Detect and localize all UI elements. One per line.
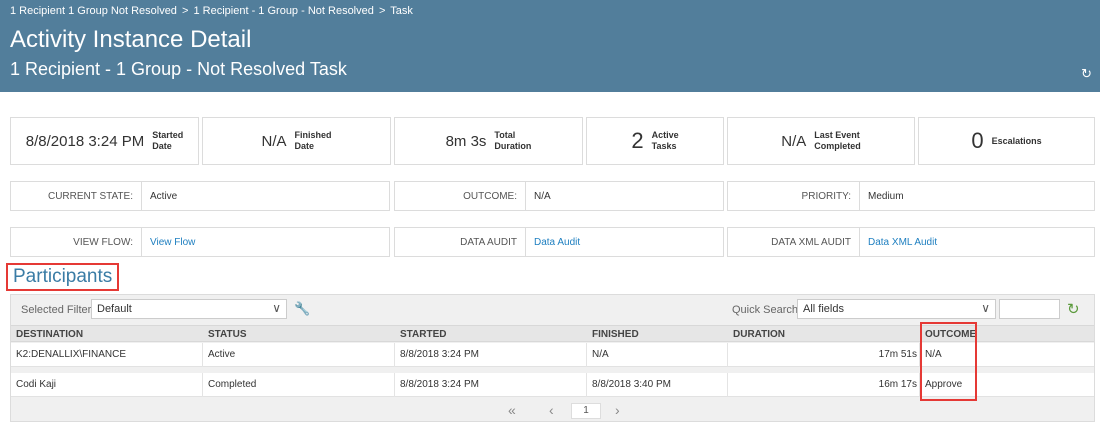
quick-search-value: All fields <box>803 303 844 315</box>
stat-escalations: 0 Escalations <box>918 117 1095 165</box>
grid-column-header: DESTINATION STATUS STARTED FINISHED DURA… <box>11 325 1094 342</box>
column-started[interactable]: STARTED <box>400 329 447 340</box>
stat-value: N/A <box>781 132 807 150</box>
breadcrumb-item-current: Task <box>390 5 413 17</box>
filter-value: Default <box>97 303 132 315</box>
cell-finished: 8/8/2018 3:40 PM <box>592 379 671 390</box>
cell-duration: 17m 51s <box>878 349 917 360</box>
stat-label: Last Event Completed <box>814 130 861 151</box>
page-header: 1 Recipient 1 Group Not Resolved > 1 Rec… <box>0 0 1100 92</box>
field-label: OUTCOME: <box>395 182 526 210</box>
field-label: DATA XML AUDIT <box>728 228 860 256</box>
cell-outcome: Approve <box>925 379 963 390</box>
quick-search-dropdown[interactable]: All fields ∨ <box>797 299 996 319</box>
stat-started-date: 8/8/2018 3:24 PM Started Date <box>10 117 199 165</box>
page-number[interactable]: 1 <box>571 403 601 419</box>
breadcrumb-item-process[interactable]: 1 Recipient 1 Group Not Resolved <box>10 5 177 17</box>
field-data-audit: DATA AUDIT Data Audit <box>394 227 724 257</box>
stat-value: 8m 3s <box>445 132 487 150</box>
refresh-icon[interactable]: ↻ <box>1067 301 1080 318</box>
prev-page-icon[interactable]: ‹ <box>549 402 554 418</box>
cell-destination: K2:DENALLIX\FINANCE <box>16 349 127 360</box>
first-page-icon[interactable]: « <box>508 402 516 418</box>
field-label: PRIORITY: <box>728 182 860 210</box>
stat-last-event-completed: N/A Last Event Completed <box>727 117 915 165</box>
column-duration[interactable]: DURATION <box>733 329 786 340</box>
chevron-down-icon: ∨ <box>981 301 990 315</box>
participants-title: Participants <box>6 263 120 291</box>
filter-label: Selected Filter: <box>21 304 95 316</box>
filter-dropdown[interactable]: Default ∨ <box>91 299 287 319</box>
cell-outcome: N/A <box>925 349 942 360</box>
stat-label: Finished Date <box>294 130 332 151</box>
stat-active-tasks: 2 Active Tasks <box>586 117 724 165</box>
page-subtitle: 1 Recipient - 1 Group - Not Resolved Tas… <box>10 59 347 79</box>
field-data-xml-audit: DATA XML AUDIT Data XML Audit <box>727 227 1095 257</box>
grid-pager: « ‹ 1 › <box>11 401 1094 422</box>
breadcrumb-item-activity[interactable]: 1 Recipient - 1 Group - Not Resolved <box>193 5 374 17</box>
breadcrumb-separator: > <box>182 5 189 17</box>
stat-label: Active Tasks <box>651 130 679 151</box>
stat-label: Total Duration <box>494 130 532 151</box>
chevron-down-icon: ∨ <box>272 301 281 315</box>
stat-value: 8/8/2018 3:24 PM <box>25 132 145 150</box>
breadcrumb-separator: > <box>378 5 386 17</box>
field-label: VIEW FLOW: <box>11 228 142 256</box>
field-view-flow: VIEW FLOW: View Flow <box>10 227 390 257</box>
data-xml-audit-link[interactable]: Data XML Audit <box>868 236 938 248</box>
current-state-value: Active <box>150 190 178 202</box>
cell-started: 8/8/2018 3:24 PM <box>400 379 479 390</box>
cell-status: Completed <box>208 379 257 390</box>
field-priority: PRIORITY: Medium <box>727 181 1095 211</box>
data-audit-link[interactable]: Data Audit <box>534 236 581 248</box>
quick-search-input[interactable] <box>999 299 1060 319</box>
grid-toolbar: Selected Filter: Default ∨ 🔧 Quick Searc… <box>11 295 1094 325</box>
field-current-state: CURRENT STATE: Active <box>10 181 390 211</box>
outcome-value: N/A <box>534 190 551 202</box>
table-row[interactable]: K2:DENALLIX\FINANCE Active 8/8/2018 3:24… <box>11 343 1094 367</box>
stat-value: N/A <box>261 132 287 150</box>
refresh-icon[interactable]: ↻ <box>1081 66 1092 81</box>
column-destination[interactable]: DESTINATION <box>16 329 84 340</box>
field-label: CURRENT STATE: <box>11 182 142 210</box>
cell-duration: 16m 17s <box>878 379 917 390</box>
cell-started: 8/8/2018 3:24 PM <box>400 349 479 360</box>
breadcrumb: 1 Recipient 1 Group Not Resolved > 1 Rec… <box>10 5 413 17</box>
stat-label: Escalations <box>991 135 1042 146</box>
column-finished[interactable]: FINISHED <box>592 329 639 340</box>
outcome-column-highlight <box>920 322 977 401</box>
stat-value: 0 <box>971 128 984 153</box>
column-status[interactable]: STATUS <box>208 329 247 340</box>
cell-finished: N/A <box>592 349 609 360</box>
quick-search-label: Quick Search: <box>732 304 802 316</box>
cell-status: Active <box>208 349 236 360</box>
field-outcome: OUTCOME: N/A <box>394 181 724 211</box>
participants-grid: Selected Filter: Default ∨ 🔧 Quick Searc… <box>10 294 1095 422</box>
field-label: DATA AUDIT <box>395 228 526 256</box>
stat-value: 2 <box>631 128 644 153</box>
cell-destination: Codi Kaji <box>16 379 57 390</box>
next-page-icon[interactable]: › <box>615 402 620 418</box>
stat-label: Started Date <box>152 130 184 151</box>
table-row[interactable]: Codi Kaji Completed 8/8/2018 3:24 PM 8/8… <box>11 373 1094 397</box>
wrench-icon[interactable]: 🔧 <box>294 301 311 316</box>
column-outcome[interactable]: OUTCOME <box>925 329 977 340</box>
view-flow-link[interactable]: View Flow <box>150 236 196 248</box>
priority-value: Medium <box>868 190 904 202</box>
page-title: Activity Instance Detail <box>10 26 252 53</box>
stat-total-duration: 8m 3s Total Duration <box>394 117 583 165</box>
stat-finished-date: N/A Finished Date <box>202 117 391 165</box>
